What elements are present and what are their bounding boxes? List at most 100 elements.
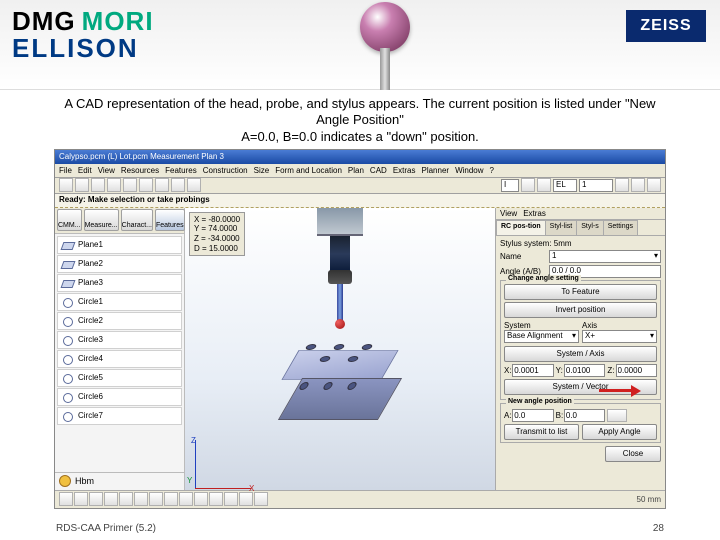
system-select[interactable]: Base Alignment: [504, 330, 579, 343]
toolbar-icon[interactable]: [74, 492, 88, 506]
feature-item[interactable]: Circle6: [57, 388, 182, 406]
toolbar-icon[interactable]: [149, 492, 163, 506]
invert-position-button[interactable]: Invert position: [504, 302, 657, 318]
change-angle-title: Change angle setting: [506, 275, 581, 282]
window-titlebar[interactable]: Calypso.pcm (L) Lot.pcm Measurement Plan…: [55, 150, 665, 164]
toolbar-icon[interactable]: [647, 178, 661, 192]
menu-item[interactable]: Resources: [121, 166, 159, 175]
main-toolbar[interactable]: I EL 1: [55, 178, 665, 194]
toolbar-icon[interactable]: [537, 178, 551, 192]
right-tab[interactable]: Settings: [603, 220, 638, 235]
menu-item[interactable]: Window: [455, 166, 483, 175]
toolbar-icon[interactable]: [521, 178, 535, 192]
toolbar-combo-1[interactable]: I: [501, 179, 519, 192]
right-tab[interactable]: RC pos-tion: [496, 220, 546, 235]
bottom-toolbar[interactable]: 50 mm: [55, 490, 665, 508]
toolbar-icon[interactable]: [615, 178, 629, 192]
menu-item[interactable]: File: [59, 166, 72, 175]
feature-item[interactable]: Circle5: [57, 369, 182, 387]
feature-item[interactable]: Plane1: [57, 236, 182, 254]
toolbar-combo-3[interactable]: 1: [579, 179, 613, 192]
feature-item[interactable]: Circle1: [57, 293, 182, 311]
toolbar-icon[interactable]: [224, 492, 238, 506]
toolbar-icon[interactable]: [89, 492, 103, 506]
y-input[interactable]: [564, 364, 605, 377]
name-select[interactable]: 1: [549, 250, 661, 263]
axis-select[interactable]: X+: [582, 330, 657, 343]
toolbar-icon[interactable]: [187, 178, 201, 192]
plane-icon: [60, 240, 74, 250]
toolbar-icon[interactable]: [91, 178, 105, 192]
x-input[interactable]: [512, 364, 553, 377]
menu-item[interactable]: CAD: [370, 166, 387, 175]
system-axis-button[interactable]: System / Axis: [504, 346, 657, 362]
left-panel: CMM...Measure...Charact...Features Plane…: [55, 208, 185, 490]
toolbar-icon[interactable]: [254, 492, 268, 506]
angle-preview-icon[interactable]: [607, 409, 627, 422]
menu-item[interactable]: View: [500, 209, 517, 218]
apply-angle-button[interactable]: Apply Angle: [582, 424, 657, 440]
menu-item[interactable]: View: [98, 166, 115, 175]
transmit-to-list-button[interactable]: Transmit to list: [504, 424, 579, 440]
toolbar-icon[interactable]: [139, 178, 153, 192]
right-menubar[interactable]: View Extras: [496, 208, 665, 220]
toolbar-icon[interactable]: [134, 492, 148, 506]
toolbar-icon[interactable]: [75, 178, 89, 192]
status-ready-bar: Ready: Make selection or take probings: [55, 194, 665, 208]
menu-item[interactable]: ?: [490, 166, 494, 175]
toolbar-icon[interactable]: [104, 492, 118, 506]
main-menubar[interactable]: File Edit View Resources Features Constructio…: [55, 164, 665, 178]
menu-item[interactable]: Planner: [421, 166, 449, 175]
menu-item[interactable]: Construction: [203, 166, 248, 175]
menu-item[interactable]: Size: [254, 166, 270, 175]
menu-item[interactable]: Extras: [523, 209, 546, 218]
mode-button[interactable]: Features: [155, 209, 185, 231]
ruby-sphere-icon: [360, 2, 410, 52]
bottom-icon-group[interactable]: [59, 492, 268, 506]
cad-viewport[interactable]: X = -80.0000 Y = 74.0000 Z = -34.0000 D …: [185, 208, 495, 490]
toolbar-icon[interactable]: [164, 492, 178, 506]
feature-item[interactable]: Plane2: [57, 255, 182, 273]
menu-item[interactable]: Plan: [348, 166, 364, 175]
mode-button[interactable]: Charact...: [121, 209, 153, 231]
circle-icon: [60, 316, 74, 326]
toolbar-icon[interactable]: [107, 178, 121, 192]
toolbar-icon[interactable]: [59, 178, 73, 192]
right-tabs[interactable]: RC pos-tionStyl-listStyl-sSettings: [496, 220, 665, 236]
menu-item[interactable]: Features: [165, 166, 197, 175]
right-tab[interactable]: Styl-list: [545, 220, 578, 235]
feature-list[interactable]: Plane1Plane2Plane3Circle1Circle2Circle3C…: [55, 234, 184, 472]
to-feature-button[interactable]: To Feature: [504, 284, 657, 300]
mode-bar[interactable]: CMM...Measure...Charact...Features: [55, 208, 184, 234]
a-input[interactable]: [512, 409, 553, 422]
feature-item[interactable]: Circle7: [57, 407, 182, 425]
menu-item[interactable]: Form and Location: [275, 166, 342, 175]
toolbar-icon[interactable]: [631, 178, 645, 192]
new-angle-title: New angle position: [506, 398, 574, 405]
close-button[interactable]: Close: [605, 446, 661, 462]
toolbar-icon[interactable]: [194, 492, 208, 506]
feature-item[interactable]: Plane3: [57, 274, 182, 292]
toolbar-icon[interactable]: [171, 178, 185, 192]
feature-item[interactable]: Circle4: [57, 350, 182, 368]
toolbar-icon[interactable]: [179, 492, 193, 506]
menu-item[interactable]: Edit: [78, 166, 92, 175]
toolbar-icon[interactable]: [119, 492, 133, 506]
toolbar-icon[interactable]: [155, 178, 169, 192]
toolbar-icon[interactable]: [123, 178, 137, 192]
z-input[interactable]: [616, 364, 657, 377]
feature-item[interactable]: Circle2: [57, 312, 182, 330]
mode-button[interactable]: Measure...: [84, 209, 119, 231]
mode-button[interactable]: CMM...: [57, 209, 82, 231]
feature-item[interactable]: Circle3: [57, 331, 182, 349]
toolbar-icon[interactable]: [239, 492, 253, 506]
hbm-row[interactable]: Hbm: [55, 472, 184, 490]
menu-item[interactable]: Extras: [393, 166, 416, 175]
ruby-ball-icon: [335, 319, 345, 329]
b-input[interactable]: [564, 409, 605, 422]
toolbar-icon[interactable]: [209, 492, 223, 506]
toolbar-combo-2[interactable]: EL: [553, 179, 577, 192]
toolbar-icon[interactable]: [59, 492, 73, 506]
circle-icon: [60, 297, 74, 307]
right-tab[interactable]: Styl-s: [576, 220, 604, 235]
